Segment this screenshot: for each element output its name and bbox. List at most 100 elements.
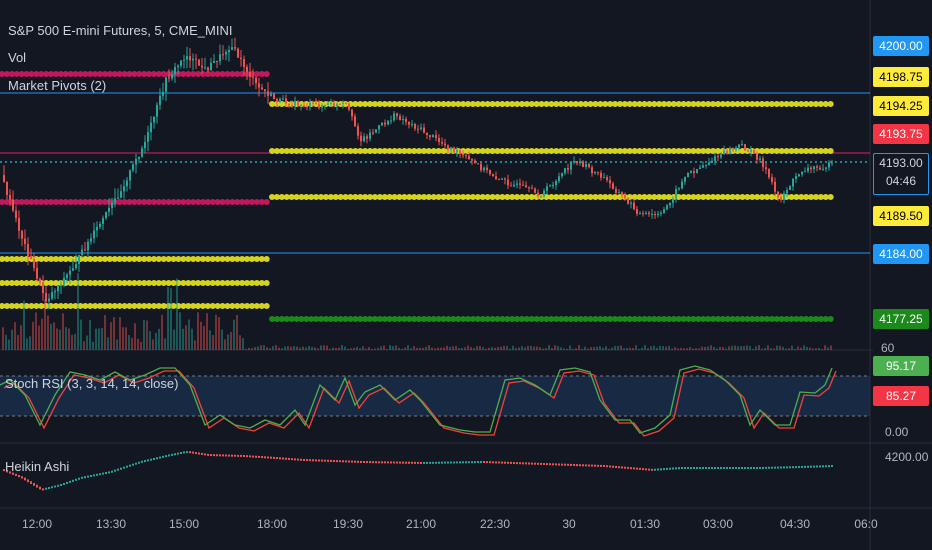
heikin-candle [522, 462, 524, 465]
heikin-candle [537, 462, 539, 465]
candle-body [540, 196, 542, 198]
volume-bar [632, 348, 634, 350]
volume-bar [164, 338, 166, 350]
volume-bar [101, 327, 103, 350]
heikin-candle [651, 468, 653, 471]
volume-bar [251, 348, 253, 350]
heikin-candle [810, 465, 812, 468]
heikin-candle [462, 461, 464, 464]
candle-body [216, 61, 218, 63]
candle-body [675, 188, 677, 199]
candle-body [636, 209, 638, 214]
volume-bar [365, 348, 367, 350]
candle-body [807, 167, 809, 172]
heikin-candle [321, 459, 323, 462]
volume-bar [791, 345, 793, 350]
time-label: 13:30 [95, 517, 127, 531]
symbol-title[interactable]: S&P 500 E-mini Futures, 5, CME_MINI [8, 23, 233, 38]
volume-bar [668, 345, 670, 350]
heikin-candle [234, 454, 236, 457]
pivots-legend[interactable]: Market Pivots (2) [8, 78, 107, 93]
volume-bar [467, 345, 469, 350]
heikin-candle [618, 466, 620, 469]
volume-bar [368, 347, 370, 350]
volume-bar [707, 346, 709, 350]
volume-bar [497, 347, 499, 350]
candle-body [141, 148, 143, 157]
heikin-candle [720, 467, 722, 469]
heikin-candle [831, 465, 833, 468]
volume-bar [758, 345, 760, 350]
heikin-candle [570, 463, 572, 466]
volume-bar [641, 347, 643, 350]
heikin-candle [138, 461, 140, 464]
candle-body [774, 181, 776, 192]
candle-body [387, 120, 389, 125]
volume-bar [482, 347, 484, 350]
candle-body [150, 122, 152, 133]
candle-body [339, 103, 341, 105]
heikin-candle [135, 462, 137, 465]
heikin-candle [804, 465, 806, 468]
volume-bar [761, 348, 763, 350]
volume-bar [179, 312, 181, 350]
candle-body [552, 185, 554, 187]
candle-body [351, 109, 353, 117]
heikin-candle [675, 467, 677, 470]
volume-bar [107, 337, 109, 350]
heikin-candle [654, 468, 656, 471]
volume-bar [119, 317, 121, 350]
volume-tag: 60 [873, 341, 932, 352]
volume-bar [404, 347, 406, 350]
heikin-candle [501, 461, 503, 464]
volume-bar [752, 348, 754, 350]
volume-bar [536, 346, 538, 350]
candle-body [81, 249, 83, 255]
heikin-candle [450, 461, 452, 464]
volume-bar [578, 345, 580, 350]
heikin-candle [78, 477, 80, 480]
volume-bar [788, 348, 790, 350]
volume-bar [719, 346, 721, 350]
heikin-candle [174, 453, 176, 456]
heikin-candle [42, 488, 44, 491]
vol-legend[interactable]: Vol [8, 50, 27, 65]
candle-body [639, 213, 641, 215]
heikin-candle [204, 453, 206, 456]
heikin-ashi-legend[interactable]: Heikin Ashi [5, 459, 70, 474]
volume-bar [38, 325, 40, 350]
heikin-candle [684, 467, 686, 469]
heikin-candle [207, 453, 209, 456]
volume-bar [176, 278, 178, 350]
volume-bar [296, 346, 298, 350]
candle-body [747, 150, 749, 152]
candle-body [99, 223, 101, 227]
volume-bar [434, 348, 436, 350]
candle-body [282, 98, 284, 100]
volume-bar [209, 330, 211, 350]
volume-bar [743, 346, 745, 350]
stoch-rsi-legend[interactable]: Stoch RSI (3, 3, 14, 14, close) [5, 376, 179, 391]
volume-bar [137, 338, 139, 350]
heikin-candle [306, 459, 308, 462]
volume-bar [698, 348, 700, 350]
heikin-candle [426, 461, 428, 464]
volume-bar [65, 327, 67, 350]
heikin-candle [759, 467, 761, 469]
candle-body [591, 167, 593, 174]
volume-bar [602, 347, 604, 350]
candle-body [342, 102, 344, 104]
candle-body [528, 187, 530, 189]
volume-bar [422, 347, 424, 350]
candle-body [471, 158, 473, 161]
volume-bar [113, 317, 115, 350]
heikin-candle [363, 461, 365, 463]
time-label: 12:00 [21, 517, 53, 531]
candle-body [546, 186, 548, 191]
heikin-candle [714, 467, 716, 469]
candle-body [516, 183, 518, 185]
heikin-candle [630, 467, 632, 470]
volume-bar [149, 331, 151, 350]
volume-bar [689, 347, 691, 350]
